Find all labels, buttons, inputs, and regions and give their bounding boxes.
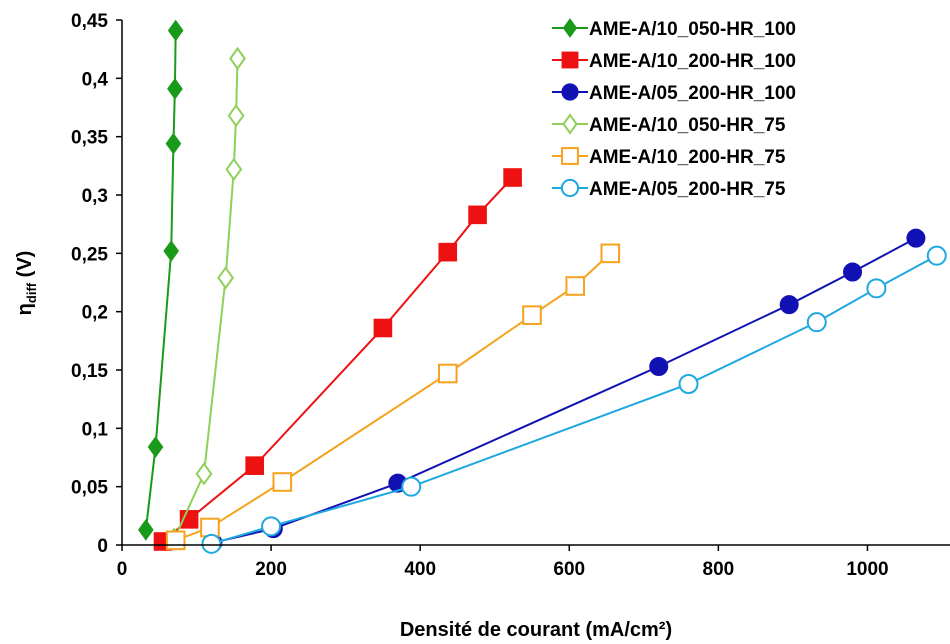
data-point — [245, 456, 264, 475]
data-point — [678, 374, 699, 394]
data-point — [866, 278, 887, 299]
legend-item: AME-A/10_200-HR_75 — [552, 147, 786, 168]
data-point — [438, 242, 458, 262]
legend-label: AME-A/10_050-HR_75 — [589, 115, 786, 136]
legend-marker — [562, 18, 578, 38]
legend-label: AME-A/05_200-HR_100 — [589, 83, 796, 104]
data-point — [147, 436, 164, 458]
x-tick-label: 800 — [703, 559, 735, 580]
data-point — [600, 243, 621, 264]
series-line — [175, 252, 611, 542]
legend-label: AME-A/10_050-HR_100 — [589, 19, 796, 40]
legend-label: AME-A/10_200-HR_100 — [589, 51, 796, 72]
data-point — [401, 476, 422, 497]
data-point — [201, 533, 222, 554]
series-line — [144, 30, 177, 530]
legend-label: AME-A/05_200-HR_75 — [589, 179, 786, 200]
y-axis-title-symbol: η — [14, 303, 36, 315]
y-tick-label: 0 — [97, 536, 108, 557]
y-axis-title-subscript: diff — [24, 282, 39, 303]
data-point — [806, 312, 827, 333]
legend-marker — [562, 113, 578, 135]
x-ticks: 0 200 400 600 800 1000 — [117, 545, 889, 580]
data-point — [926, 245, 947, 266]
series-line — [211, 254, 938, 545]
data-point — [165, 132, 182, 155]
legend-item: AME-A/10_050-HR_75 — [552, 113, 786, 136]
y-tick-label: 0,3 — [82, 186, 108, 207]
x-tick-label: 0 — [117, 559, 128, 580]
x-tick-label: 400 — [404, 559, 436, 580]
data-point — [843, 262, 863, 282]
series-group — [165, 243, 621, 551]
y-tick-label: 0,15 — [71, 361, 108, 382]
data-point — [272, 472, 293, 492]
data-point — [468, 205, 487, 225]
data-point — [165, 530, 186, 551]
data-point — [437, 363, 458, 384]
data-point — [261, 516, 282, 537]
data-point — [200, 517, 220, 538]
series-group — [138, 19, 184, 541]
data-point — [229, 46, 246, 71]
legend-label: AME-A/10_200-HR_75 — [589, 147, 786, 168]
data-point — [503, 168, 522, 187]
data-point — [163, 240, 180, 262]
data-point — [906, 228, 926, 248]
data-point — [167, 77, 183, 100]
series-line — [212, 237, 917, 544]
legend: AME-A/10_050-HR_100 AME-A/10_200-HR_100 AM… — [552, 18, 796, 200]
y-ticks: 0 0,05 0,1 0,15 0,2 0,25 0,3 0,35 0,4 0,45 — [71, 11, 122, 557]
x-tick-label: 600 — [553, 559, 585, 580]
y-tick-label: 0,2 — [82, 303, 108, 324]
y-tick-label: 0,05 — [71, 478, 108, 499]
legend-item: AME-A/10_200-HR_100 — [552, 51, 796, 72]
legend-marker — [560, 178, 580, 198]
data-point — [522, 305, 542, 325]
y-tick-label: 0,35 — [71, 128, 108, 149]
data-point — [373, 318, 393, 338]
legend-marker — [561, 83, 579, 101]
legend-item: AME-A/05_200-HR_75 — [552, 178, 786, 200]
x-axis-title: Densité de courant (mA/cm²) — [400, 619, 672, 641]
data-point — [227, 103, 245, 128]
data-point — [195, 462, 213, 486]
legend-marker — [561, 51, 579, 69]
data-point — [565, 276, 586, 296]
x-tick-label: 1000 — [846, 559, 888, 580]
y-tick-label: 0,25 — [71, 244, 108, 265]
data-point — [225, 157, 243, 182]
y-axis-title: ηdiff (V) — [14, 251, 39, 316]
legend-marker — [561, 147, 579, 165]
y-tick-label: 0,4 — [82, 69, 109, 90]
x-tick-label: 200 — [255, 559, 287, 580]
series-group — [201, 245, 947, 554]
y-tick-label: 0,45 — [71, 11, 108, 32]
data-point — [167, 19, 184, 42]
series-group — [153, 168, 522, 551]
data-point — [217, 266, 235, 290]
series-layer — [138, 19, 947, 554]
legend-item: AME-A/10_050-HR_100 — [552, 18, 796, 40]
data-point — [779, 295, 799, 315]
y-tick-label: 0,1 — [82, 419, 109, 440]
series-group — [165, 46, 246, 551]
series-group — [203, 228, 926, 553]
data-point — [138, 518, 154, 541]
data-point — [649, 357, 669, 376]
legend-item: AME-A/05_200-HR_100 — [552, 83, 796, 104]
y-axis-title-unit: (V) — [14, 251, 36, 283]
series-line — [162, 176, 514, 543]
